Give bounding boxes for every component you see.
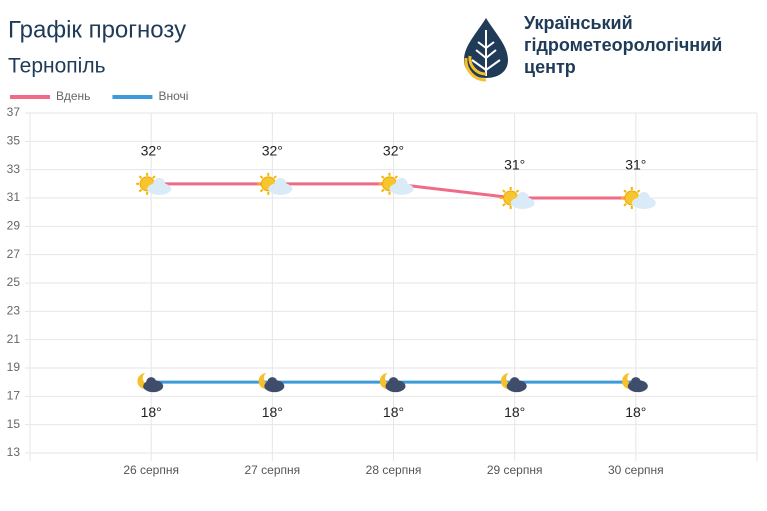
y-tick-label: 27 <box>7 247 21 261</box>
sun-ray <box>394 175 398 179</box>
cloud <box>388 377 399 388</box>
cloud <box>267 377 278 388</box>
sun-ray <box>623 189 627 194</box>
data-label: 18° <box>383 404 404 420</box>
x-tick-label: 28 серпня <box>366 463 422 477</box>
cloud <box>509 377 520 388</box>
weather-icon <box>620 187 656 209</box>
data-label: 32° <box>262 143 283 159</box>
y-tick-label: 31 <box>7 190 21 204</box>
y-tick-label: 23 <box>7 304 21 318</box>
y-tick-label: 15 <box>7 417 21 431</box>
sun-ray <box>502 189 506 194</box>
sun-ray <box>138 175 143 179</box>
sun-ray <box>515 189 520 194</box>
legend-label: Вдень <box>56 89 90 103</box>
logo-text: центр <box>524 57 576 77</box>
weather-icon <box>499 187 535 209</box>
weather-icon <box>137 373 164 393</box>
data-label: 18° <box>141 404 162 420</box>
weather-icon <box>136 172 172 195</box>
logo-text: гідрометеорологічний <box>524 35 722 55</box>
data-label: 32° <box>141 143 162 159</box>
sun-ray <box>273 175 277 179</box>
data-label: 18° <box>504 404 525 420</box>
sun-ray <box>138 188 143 193</box>
cloud <box>516 192 529 204</box>
data-label: 32° <box>383 143 404 159</box>
x-tick-label: 26 серпня <box>123 463 179 477</box>
cloud <box>630 377 641 388</box>
logo <box>464 18 508 82</box>
sun-ray <box>259 188 264 193</box>
y-tick-label: 13 <box>7 445 21 459</box>
sun-ray <box>502 202 506 207</box>
weather-icon <box>379 373 406 393</box>
chart-title: Графік прогнозу <box>8 16 186 43</box>
logo-text: Український <box>524 13 633 33</box>
y-tick-label: 33 <box>7 162 21 176</box>
sun-ray <box>381 188 385 193</box>
weather-icon <box>257 172 293 195</box>
sun-ray <box>381 175 385 179</box>
sun-ray <box>636 189 641 194</box>
y-tick-label: 37 <box>7 105 21 119</box>
y-tick-label: 19 <box>7 360 21 374</box>
cloud <box>637 192 650 204</box>
data-label: 18° <box>625 404 646 420</box>
weather-icon <box>622 373 648 393</box>
data-label: 31° <box>625 157 646 173</box>
data-label: 31° <box>504 157 525 173</box>
x-tick-label: 27 серпня <box>245 463 301 477</box>
y-tick-label: 25 <box>7 275 21 289</box>
data-label: 18° <box>262 404 283 420</box>
y-tick-label: 17 <box>7 389 21 403</box>
cloud <box>395 177 408 190</box>
chart-subtitle: Тернопіль <box>8 55 106 78</box>
sun-ray <box>259 175 264 179</box>
sun-ray <box>623 202 627 207</box>
y-tick-label: 29 <box>7 219 21 233</box>
x-tick-label: 29 серпня <box>487 463 543 477</box>
cloud <box>153 177 166 190</box>
sun-ray <box>152 175 156 179</box>
x-tick-label: 30 серпня <box>608 463 664 477</box>
legend-label: Вночі <box>158 89 188 103</box>
weather-icon <box>258 373 285 393</box>
cloud <box>146 377 157 388</box>
y-tick-label: 35 <box>7 134 21 148</box>
y-tick-label: 21 <box>7 332 21 346</box>
weather-icon <box>378 172 414 195</box>
weather-icon <box>500 373 527 393</box>
cloud <box>274 177 287 190</box>
